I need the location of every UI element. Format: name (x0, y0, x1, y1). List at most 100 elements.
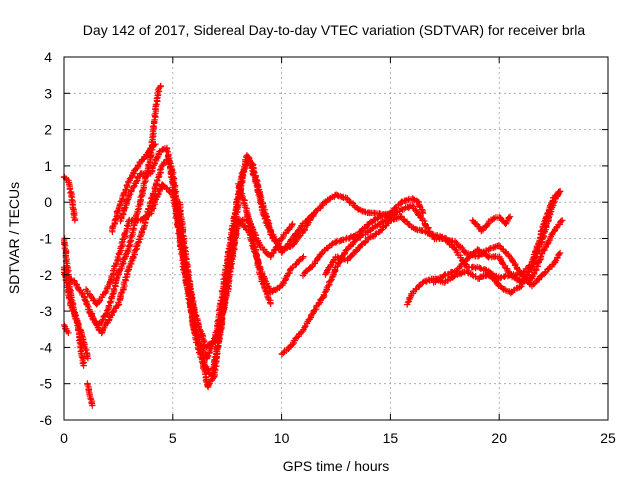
data-point (84, 355, 92, 362)
data-point (556, 249, 564, 257)
data-point (102, 310, 110, 318)
data-point (327, 277, 335, 284)
y-tick-label: 2 (44, 122, 52, 138)
data-point (507, 290, 514, 297)
x-tick-label: 25 (600, 430, 616, 446)
data-point (556, 188, 563, 196)
data-point (256, 241, 263, 248)
y-tick-label: 4 (44, 49, 52, 65)
data-point (165, 187, 172, 194)
data-point (497, 274, 504, 282)
data-point (99, 316, 106, 324)
data-point (274, 239, 281, 247)
data-point (118, 197, 125, 205)
data-point (73, 282, 80, 290)
data-point (404, 299, 412, 306)
data-point (95, 298, 103, 306)
data-point (499, 285, 506, 292)
data-point (238, 192, 245, 199)
data-point (251, 243, 259, 250)
data-point (248, 230, 255, 237)
data-point (191, 329, 198, 337)
data-point (82, 346, 89, 354)
y-tick-label: -3 (40, 303, 53, 319)
data-point (139, 187, 146, 194)
data-point (556, 188, 564, 195)
ticks: 0 5 10 15 20 25 -6 -5 -4 -3 -2 -1 0 1 2 3 4 (40, 49, 616, 446)
data-point (204, 353, 211, 360)
data-point (506, 213, 514, 220)
x-axis-label: GPS time / hours (283, 458, 390, 474)
data-point (484, 220, 492, 228)
data-point (362, 224, 369, 231)
series-arc-1 (60, 173, 79, 224)
data-point (157, 82, 164, 90)
data-point (121, 205, 128, 212)
series-arc-15 (322, 188, 564, 283)
x-tick-label: 20 (491, 430, 507, 446)
data-point (108, 294, 115, 301)
data-point (184, 270, 191, 278)
data-point (71, 217, 79, 224)
data-point (160, 182, 167, 189)
data-point (289, 341, 296, 348)
data-point (150, 141, 158, 149)
data-point (323, 267, 331, 274)
y-tick-label: -6 (40, 412, 53, 428)
data-point (152, 140, 159, 148)
data-point (366, 234, 374, 241)
data-point (419, 209, 427, 217)
series-arc-12 (234, 180, 274, 307)
data-point (205, 381, 212, 389)
data-point (128, 232, 135, 239)
data-point (557, 217, 565, 225)
y-tick-label: 3 (44, 85, 52, 101)
data-points (60, 82, 566, 409)
data-point (170, 180, 177, 188)
data-point (167, 162, 174, 170)
y-tick-label: -1 (40, 231, 53, 247)
data-point (544, 240, 551, 248)
x-tick-label: 0 (60, 430, 68, 446)
data-point (334, 192, 341, 199)
data-point (115, 268, 123, 276)
y-tick-label: 1 (44, 158, 52, 174)
data-point (401, 217, 408, 224)
data-point (147, 199, 154, 206)
y-tick-label: -2 (40, 267, 53, 283)
data-point (559, 217, 566, 224)
data-point (555, 251, 563, 258)
data-point (89, 402, 96, 409)
data-point (292, 238, 299, 245)
data-point (237, 220, 244, 227)
data-point (143, 212, 150, 219)
data-point (110, 308, 117, 316)
data-point (501, 248, 509, 255)
x-tick-label: 5 (169, 430, 177, 446)
data-point (325, 282, 332, 289)
data-point (226, 242, 233, 249)
series-arc-5 (84, 380, 96, 409)
series-arc-16 (404, 188, 564, 308)
x-tick-label: 15 (383, 430, 399, 446)
data-point (409, 202, 416, 209)
data-point (125, 218, 132, 225)
data-point (505, 214, 512, 221)
data-point (121, 254, 128, 261)
data-point (93, 321, 100, 328)
data-point (255, 263, 262, 271)
data-point (317, 203, 325, 210)
data-point (220, 276, 227, 283)
data-point (333, 238, 340, 246)
series-arc-14 (299, 195, 427, 279)
data-point (242, 223, 249, 230)
data-point (152, 101, 160, 109)
series-arc-18 (430, 217, 566, 286)
data-point (114, 272, 121, 279)
data-point (67, 189, 74, 196)
data-point (80, 362, 87, 369)
data-point (330, 257, 337, 265)
data-point (132, 246, 139, 253)
